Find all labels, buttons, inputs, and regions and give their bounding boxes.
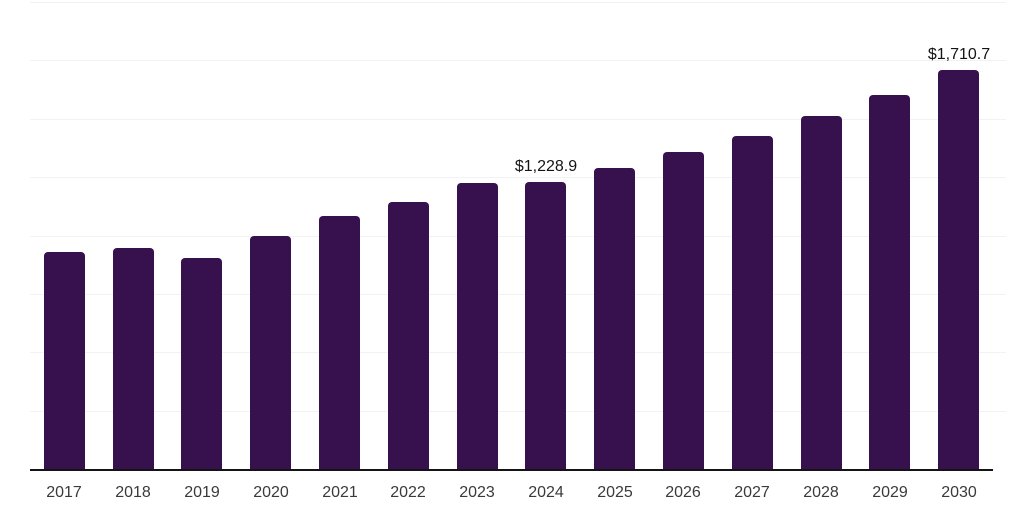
bar-2030 (938, 70, 979, 469)
x-tick-label-2023: 2023 (459, 484, 495, 501)
x-tick-label-2017: 2017 (46, 484, 82, 501)
x-axis-line (30, 469, 993, 471)
bar-2017 (44, 252, 85, 469)
x-tick-label-2030: 2030 (941, 484, 977, 501)
bar-2023 (457, 183, 498, 469)
bar-2029 (869, 95, 910, 469)
bar-2020 (250, 236, 291, 469)
bar-2024 (525, 182, 566, 469)
x-tick-label-2021: 2021 (322, 484, 358, 501)
bar-2018 (113, 248, 154, 469)
gridline (30, 2, 1006, 3)
x-tick-label-2029: 2029 (872, 484, 908, 501)
x-tick-label-2025: 2025 (597, 484, 633, 501)
bar-2019 (181, 258, 222, 469)
x-tick-label-2018: 2018 (115, 484, 151, 501)
x-tick-label-2024: 2024 (528, 484, 564, 501)
bar-2028 (801, 116, 842, 469)
gridline (30, 60, 1006, 61)
bar-2027 (732, 136, 773, 469)
gridline (30, 177, 1006, 178)
x-tick-label-2019: 2019 (184, 484, 220, 501)
bar-2025 (594, 168, 635, 469)
gridline (30, 236, 1006, 237)
gridline (30, 294, 1006, 295)
gridline (30, 411, 1006, 412)
bar-value-label-2024: $1,228.9 (514, 158, 578, 175)
x-tick-label-2026: 2026 (665, 484, 701, 501)
x-tick-label-2028: 2028 (803, 484, 839, 501)
bar-2026 (663, 152, 704, 469)
bar-value-label-2030: $1,710.7 (927, 46, 991, 63)
gridline (30, 119, 1006, 120)
bar-2022 (388, 202, 429, 469)
bar-2021 (319, 216, 360, 469)
x-tick-label-2020: 2020 (253, 484, 289, 501)
gridline (30, 352, 1006, 353)
x-tick-label-2027: 2027 (734, 484, 770, 501)
x-tick-label-2022: 2022 (390, 484, 426, 501)
